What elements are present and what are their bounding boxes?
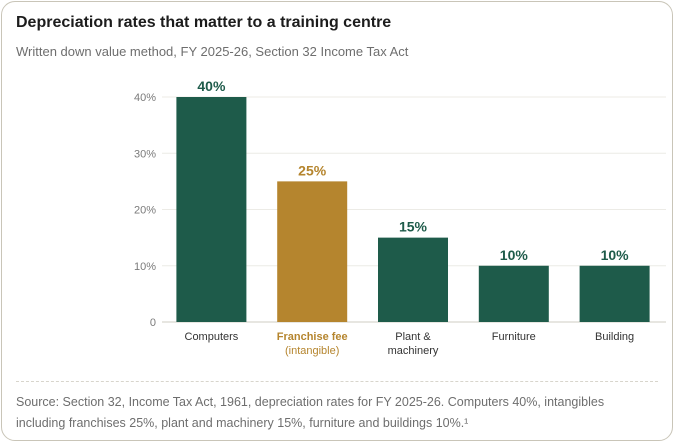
divider (16, 381, 658, 382)
chart-subtitle: Written down value method, FY 2025-26, S… (16, 44, 409, 59)
y-tick-label: 0 (150, 317, 156, 329)
y-tick-label: 30% (134, 148, 156, 160)
y-tick-label: 10% (134, 261, 156, 273)
bar (277, 181, 348, 322)
source-note: Source: Section 32, Income Tax Act, 1961… (16, 395, 605, 430)
bar (579, 265, 650, 322)
bar (378, 237, 448, 322)
x-tick-label: machinery (388, 345, 439, 357)
bar (176, 97, 247, 322)
x-tick-label: Building (595, 331, 634, 343)
x-tick-label: Computers (185, 331, 239, 343)
bar-value-label: 25% (298, 162, 327, 178)
bar-value-label: 40% (197, 78, 226, 94)
bar-value-label: 10% (500, 247, 529, 263)
x-tick-label: Franchise fee (277, 331, 348, 343)
y-tick-label: 20% (134, 205, 156, 217)
bar-value-label: 10% (601, 247, 630, 263)
bar-value-label: 15% (399, 219, 428, 235)
bar (478, 265, 549, 322)
chart-title: Depreciation rates that matter to a trai… (16, 14, 392, 31)
x-tick-label: (intangible) (285, 345, 339, 357)
y-tick-label: 40% (134, 92, 156, 104)
bar-chart: 0 10% 20% 30% 40% 40% Computers 25% Franchise fe… (134, 78, 666, 357)
x-tick-label: Furniture (492, 331, 536, 343)
x-tick-label: Plant & (395, 331, 431, 343)
